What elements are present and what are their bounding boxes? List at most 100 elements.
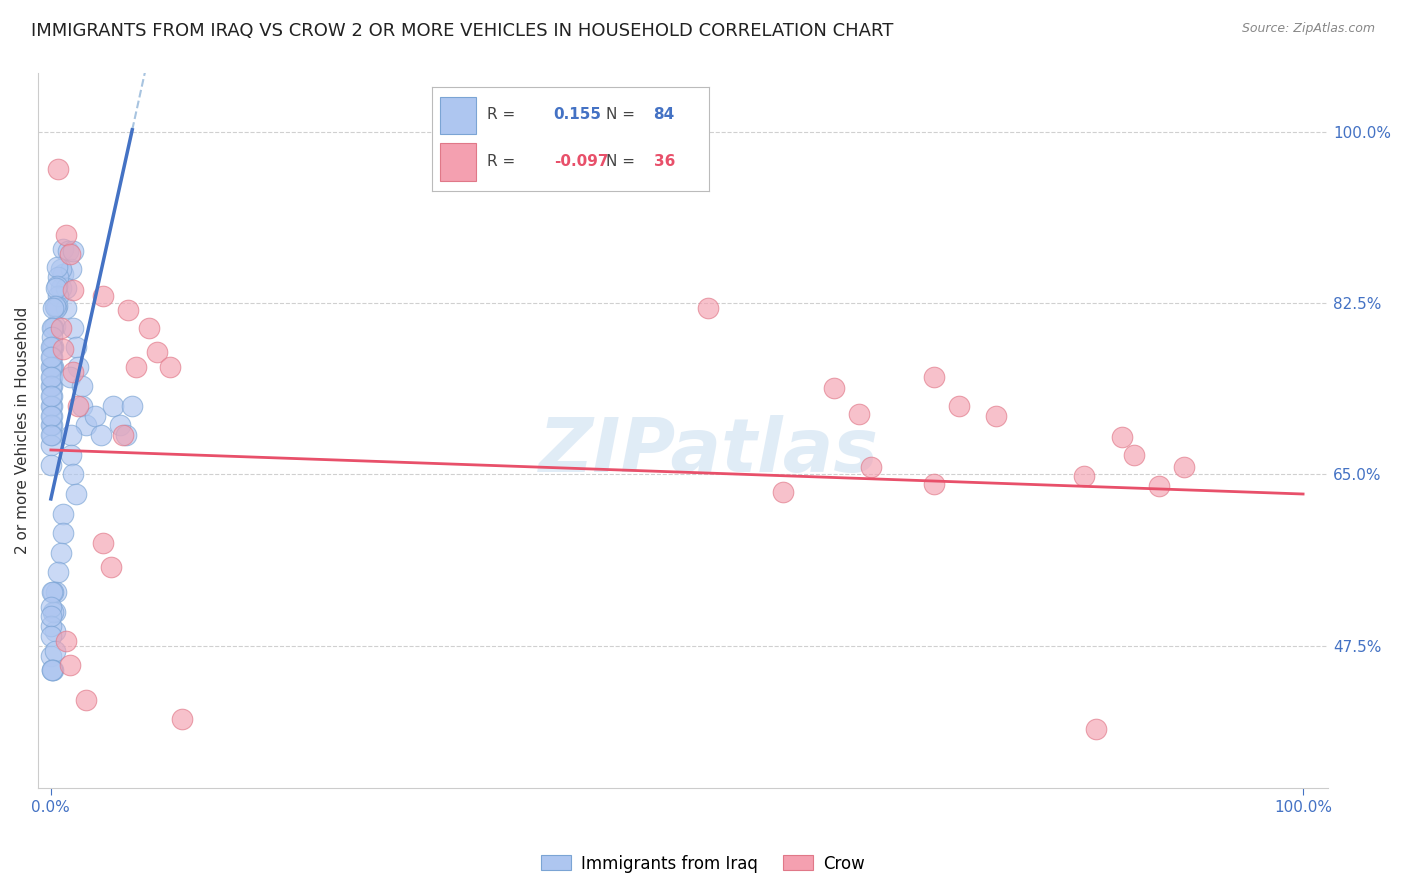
Point bbox=[41, 418, 63, 433]
Point bbox=[52, 267, 75, 281]
Point bbox=[41, 428, 63, 442]
Y-axis label: 2 or more Vehicles in Household: 2 or more Vehicles in Household bbox=[15, 307, 30, 554]
Point bbox=[65, 487, 87, 501]
Point bbox=[46, 299, 69, 313]
Point bbox=[1123, 448, 1146, 462]
Point bbox=[42, 320, 65, 334]
Point bbox=[42, 340, 65, 354]
Point bbox=[42, 359, 65, 374]
Point bbox=[55, 281, 77, 295]
Point bbox=[45, 585, 67, 599]
Point bbox=[48, 289, 70, 303]
Point bbox=[59, 658, 82, 673]
Point bbox=[52, 242, 75, 256]
Point bbox=[41, 399, 63, 413]
Point bbox=[46, 279, 69, 293]
Point bbox=[93, 536, 115, 550]
Point bbox=[49, 281, 72, 295]
Point bbox=[41, 350, 63, 364]
Point bbox=[1073, 469, 1095, 483]
Point bbox=[41, 409, 63, 423]
Point bbox=[42, 605, 65, 619]
Point bbox=[41, 418, 63, 433]
Point bbox=[62, 320, 84, 334]
Point bbox=[39, 409, 62, 423]
Point bbox=[860, 459, 883, 474]
Point bbox=[39, 609, 62, 624]
Point bbox=[44, 624, 66, 639]
Point bbox=[41, 389, 63, 403]
Point bbox=[44, 643, 66, 657]
Point bbox=[39, 389, 62, 403]
Point bbox=[52, 526, 75, 541]
Point bbox=[848, 407, 870, 421]
Point bbox=[45, 301, 67, 315]
Point bbox=[146, 345, 169, 359]
Point bbox=[125, 359, 148, 374]
Point bbox=[41, 663, 63, 677]
Point bbox=[55, 227, 77, 242]
Point bbox=[70, 379, 93, 393]
Point bbox=[48, 161, 70, 176]
Point bbox=[75, 692, 97, 706]
Point bbox=[100, 560, 122, 574]
Point bbox=[112, 428, 135, 442]
Point bbox=[117, 302, 139, 317]
Point bbox=[59, 247, 82, 261]
Point bbox=[41, 369, 63, 384]
Point bbox=[159, 359, 181, 374]
Point bbox=[44, 299, 66, 313]
Point bbox=[55, 301, 77, 315]
Point bbox=[172, 712, 194, 726]
Point bbox=[39, 350, 62, 364]
Point bbox=[59, 448, 82, 462]
Point bbox=[90, 428, 112, 442]
Point bbox=[41, 379, 63, 393]
Point bbox=[108, 418, 131, 433]
Point bbox=[62, 365, 84, 379]
Point bbox=[83, 409, 105, 423]
Point bbox=[41, 320, 63, 334]
Point bbox=[41, 359, 63, 374]
Point bbox=[41, 663, 63, 677]
Point bbox=[948, 399, 970, 413]
Point bbox=[39, 648, 62, 663]
Point bbox=[41, 599, 63, 614]
Text: Source: ZipAtlas.com: Source: ZipAtlas.com bbox=[1241, 22, 1375, 36]
Point bbox=[59, 261, 82, 276]
Point bbox=[45, 281, 67, 295]
Point bbox=[772, 485, 794, 500]
Point bbox=[58, 244, 80, 259]
Point bbox=[41, 330, 63, 344]
Point bbox=[44, 318, 66, 333]
Point bbox=[52, 507, 75, 521]
Point bbox=[922, 369, 945, 384]
Point bbox=[1147, 479, 1170, 493]
Point bbox=[49, 261, 72, 276]
Point bbox=[65, 340, 87, 354]
Point bbox=[75, 418, 97, 433]
Point bbox=[67, 359, 90, 374]
Text: IMMIGRANTS FROM IRAQ VS CROW 2 OR MORE VEHICLES IN HOUSEHOLD CORRELATION CHART: IMMIGRANTS FROM IRAQ VS CROW 2 OR MORE V… bbox=[31, 22, 893, 40]
Point bbox=[59, 369, 82, 384]
Point bbox=[41, 340, 63, 354]
Point bbox=[52, 342, 75, 356]
Point bbox=[41, 379, 63, 393]
Point bbox=[41, 585, 63, 599]
Point bbox=[42, 663, 65, 677]
Point bbox=[1085, 722, 1108, 736]
Point bbox=[922, 477, 945, 491]
Point bbox=[62, 467, 84, 482]
Point bbox=[41, 438, 63, 452]
Point bbox=[41, 619, 63, 633]
Point bbox=[986, 409, 1008, 423]
Point bbox=[39, 428, 62, 442]
Point bbox=[42, 301, 65, 315]
Point bbox=[41, 340, 63, 354]
Point bbox=[41, 458, 63, 472]
Point bbox=[121, 399, 143, 413]
Point bbox=[48, 566, 70, 580]
Text: ZIPatlas: ZIPatlas bbox=[538, 416, 879, 488]
Point bbox=[39, 369, 62, 384]
Point bbox=[49, 320, 72, 334]
